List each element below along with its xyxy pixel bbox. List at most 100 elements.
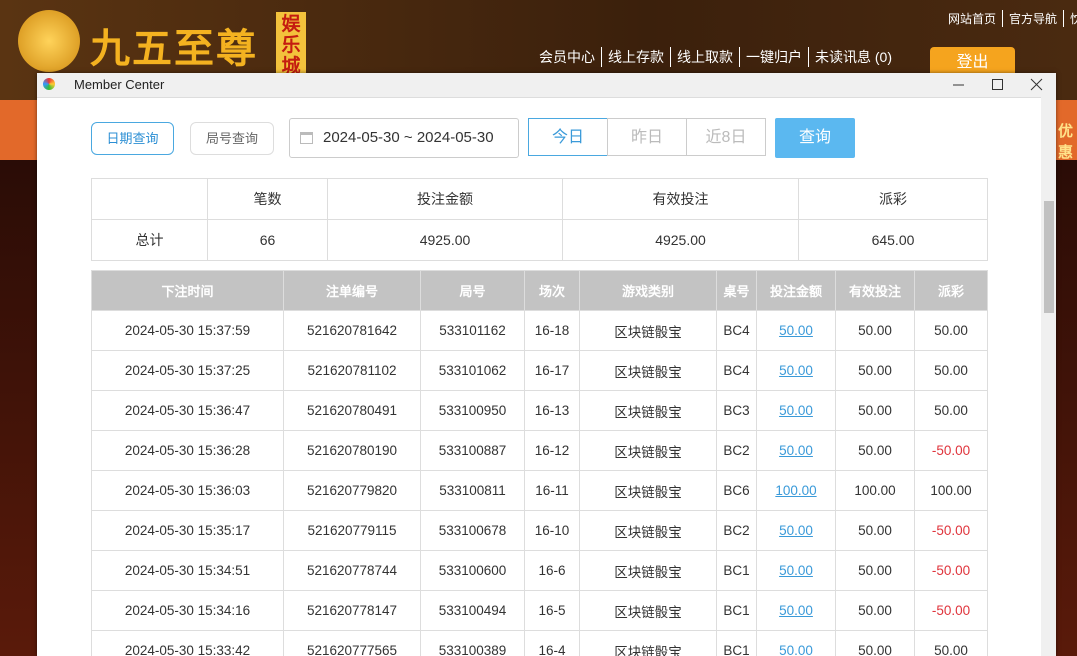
bet-amount-link[interactable]: 50.00 (779, 403, 813, 418)
window-title: Member Center (74, 77, 165, 92)
bet-amount-link[interactable]: 50.00 (779, 603, 813, 618)
cell: 16-18 (524, 310, 580, 351)
bet-amount-link[interactable]: 50.00 (779, 443, 813, 458)
bets-table: 下注时间 注单编号 局号 场次 游戏类别 桌号 投注金额 有效投注 派彩 2024-05-30 1… (91, 270, 988, 656)
cell: 16-4 (524, 630, 580, 656)
cell: 533101162 (420, 310, 525, 351)
bet-amount-link[interactable]: 50.00 (779, 363, 813, 378)
cell: 521620781102 (283, 350, 421, 391)
nav-link[interactable]: 未读讯息 (0) (808, 47, 898, 67)
scroll-thumb[interactable] (1044, 201, 1054, 313)
header-cell: 有效投注 (835, 270, 915, 311)
cell: BC6 (716, 470, 757, 511)
summary-label: 总计 (91, 219, 208, 261)
cell: 50.00 (756, 550, 836, 591)
bet-amount-link[interactable]: 100.00 (775, 483, 817, 498)
cell: 50.00 (756, 350, 836, 391)
cell: 50.00 (835, 550, 915, 591)
nav-link[interactable]: 线上存款 (601, 47, 670, 67)
close[interactable] (1030, 78, 1043, 91)
header-row: 下注时间 注单编号 局号 场次 游戏类别 桌号 投注金额 有效投注 派彩 (91, 270, 988, 311)
top-link[interactable]: 网站首页 (948, 12, 997, 26)
cell: 100.00 (835, 470, 915, 511)
logo-title: 九五至尊 (90, 27, 258, 71)
date-range: 2024-05-30 ~ 2024-05-30 (323, 129, 494, 146)
cell: 521620778147 (283, 590, 421, 631)
top-links: 网站首页 官方导航忱 (948, 10, 1077, 27)
cell: 533100678 (420, 510, 525, 551)
summary-cell: 4925.00 (327, 219, 563, 261)
summary-header-cell: 投注金额 (327, 178, 563, 220)
cell: 16-10 (524, 510, 580, 551)
quick-button[interactable]: 近8日 (686, 118, 766, 156)
cell: 50.00 (756, 510, 836, 551)
row: 2024-05-30 15:37:59 521620781642 533101162… (91, 310, 988, 351)
side-text: 优惠 (1058, 123, 1074, 161)
nav-link[interactable]: 会员中心 (539, 49, 595, 65)
cell: 521620778744 (283, 550, 421, 591)
row: 2024-05-30 15:34:16 521620778147 533100494… (91, 590, 988, 631)
cell: 2024-05-30 15:34:16 (91, 590, 284, 631)
cell: 521620781642 (283, 310, 421, 351)
cell: 50.00 (756, 430, 836, 471)
cell: 2024-05-30 15:37:59 (91, 310, 284, 351)
cell: 16-12 (524, 430, 580, 471)
date-range-input[interactable]: 2024-05-30 ~ 2024-05-30 (289, 118, 519, 158)
top-link[interactable]: 忱 (1063, 10, 1077, 27)
bet-amount-link[interactable]: 50.00 (779, 563, 813, 578)
cell: BC1 (716, 550, 757, 591)
summary-cell: 66 (207, 219, 328, 261)
cell: 50.00 (914, 350, 988, 391)
cell: 50.00 (835, 390, 915, 431)
header-cell: 下注时间 (91, 270, 284, 311)
cell: 区块链骰宝 (579, 630, 717, 656)
cell: 50.00 (756, 390, 836, 431)
scrollbar[interactable] (1041, 97, 1056, 656)
row: 2024-05-30 15:36:03 521620779820 533100811… (91, 470, 988, 511)
cell: BC4 (716, 350, 757, 391)
cell: 区块链骰宝 (579, 430, 717, 471)
header-cell: 派彩 (914, 270, 988, 311)
header-cell: 投注金额 (756, 270, 836, 311)
bet-amount-link[interactable]: 50.00 (779, 523, 813, 538)
summary-header-cell (91, 178, 208, 220)
bet-amount-link[interactable]: 50.00 (779, 323, 813, 338)
search-button[interactable]: 查询 (775, 118, 855, 158)
cell: 50.00 (756, 590, 836, 631)
cell: 区块链骰宝 (579, 470, 717, 511)
cell: 100.00 (914, 470, 988, 511)
quick-button[interactable]: 今日 (528, 118, 608, 156)
logo-mark (18, 10, 80, 72)
nav-link[interactable]: 一键归户 (739, 47, 808, 67)
bet-amount-link[interactable]: 50.00 (779, 643, 813, 656)
tab[interactable]: 日期查询 (91, 122, 174, 155)
cell: 2024-05-30 15:36:47 (91, 390, 284, 431)
cell: 区块链骰宝 (579, 310, 717, 351)
cell: -50.00 (914, 510, 988, 551)
logout-button[interactable]: 登出 (930, 47, 1015, 77)
nav-link[interactable]: 线上取款 (670, 47, 739, 67)
cell: 50.00 (914, 390, 988, 431)
cell: 16-5 (524, 590, 580, 631)
cell: 533100950 (420, 390, 525, 431)
cell: 533100600 (420, 550, 525, 591)
summary-header-cell: 有效投注 (562, 178, 799, 220)
header-cell: 桌号 (716, 270, 757, 311)
cell: 50.00 (835, 310, 915, 351)
window: Member Center 日期查询 局号查询 2024-05-30 ~ 202… (37, 73, 1056, 656)
cell: BC1 (716, 590, 757, 631)
row: 2024-05-30 15:36:47 521620780491 533100950… (91, 390, 988, 431)
tab[interactable]: 局号查询 (190, 122, 274, 155)
summary-header-cell: 派彩 (798, 178, 988, 220)
top-link[interactable]: 官方导航 (1002, 10, 1063, 27)
cell: 16-13 (524, 390, 580, 431)
row: 2024-05-30 15:33:42 521620777565 533100389… (91, 630, 988, 656)
maximize[interactable] (992, 79, 1003, 90)
cell: 50.00 (756, 310, 836, 351)
cell: 区块链骰宝 (579, 390, 717, 431)
cell: 50.00 (835, 350, 915, 391)
cell: -50.00 (914, 590, 988, 631)
row: 2024-05-30 15:36:28 521620780190 533100887… (91, 430, 988, 471)
quick-button[interactable]: 昨日 (607, 118, 687, 156)
cell: BC4 (716, 310, 757, 351)
